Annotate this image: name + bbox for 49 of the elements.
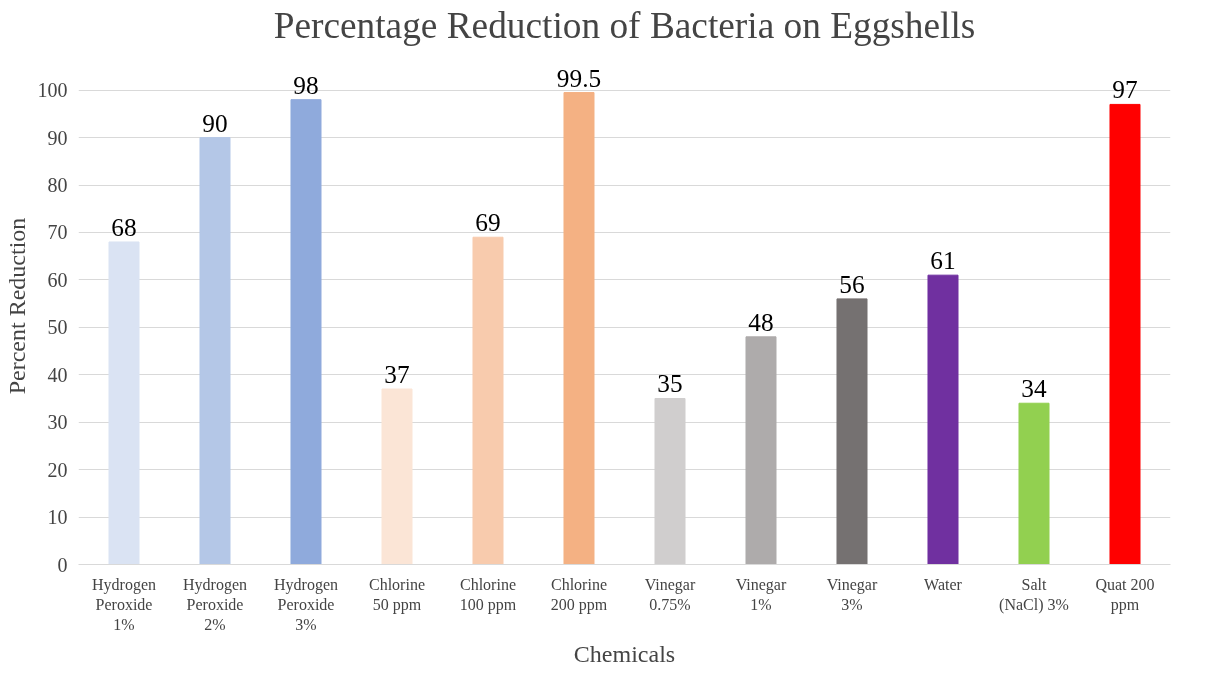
y-tick-label: 70 <box>47 221 68 244</box>
x-tick-label: Hydrogen Peroxide 2% <box>183 575 247 634</box>
y-tick-label: 0 <box>57 553 68 576</box>
x-tick-label: Chlorine 200 ppm <box>550 575 608 614</box>
bar <box>381 388 413 565</box>
x-tick-label: Quat 200 ppm <box>1095 575 1155 614</box>
data-label: 68 <box>111 212 137 241</box>
bar <box>836 298 868 565</box>
y-tick-label: 60 <box>47 268 68 291</box>
y-tick-label: 50 <box>47 316 68 339</box>
x-axis-title: Chemicals <box>573 641 676 668</box>
data-label: 56 <box>839 269 865 298</box>
data-label: 97 <box>1112 75 1138 104</box>
x-tick-label: Vinegar 1% <box>735 575 787 613</box>
y-tick-label: 90 <box>47 126 68 149</box>
data-label: 37 <box>384 360 410 388</box>
y-tick-label: 80 <box>47 174 68 197</box>
data-label: 61 <box>930 246 956 275</box>
x-tick-label: Vinegar 0.75% <box>644 575 696 613</box>
bar <box>1109 103 1141 565</box>
data-label: 90 <box>202 108 228 137</box>
bar <box>927 274 959 565</box>
x-tick-label: Hydrogen Peroxide 1% <box>92 575 156 634</box>
bar <box>108 241 140 565</box>
bar <box>290 99 322 565</box>
y-tick-label: 100 <box>37 79 68 102</box>
data-label: 69 <box>475 208 501 237</box>
y-tick-label: 40 <box>47 363 68 386</box>
bar <box>199 137 231 565</box>
y-tick-label: 10 <box>47 506 68 529</box>
x-tick-label: Chlorine 100 ppm <box>459 575 517 614</box>
x-tick-label: Water <box>924 575 963 593</box>
x-tick-label: Hydrogen Peroxide 3% <box>274 575 338 634</box>
chart-title: Percentage Reduction of Bacteria on Eggshells <box>273 4 976 46</box>
x-tick-label: Vinegar 3% <box>826 575 878 613</box>
data-label: 35 <box>657 369 683 398</box>
x-tick-label: Chlorine 50 ppm <box>369 575 425 614</box>
bar <box>745 336 777 565</box>
data-label: 34 <box>1021 374 1047 403</box>
y-tick-label: 20 <box>47 458 68 481</box>
data-label: 99.5 <box>556 63 602 92</box>
bar <box>563 92 595 565</box>
y-axis-title: Percent Reduction <box>3 217 30 395</box>
x-tick-label: Salt (NaCl) 3% <box>999 575 1069 614</box>
bar <box>1018 402 1050 565</box>
data-label: 48 <box>748 307 774 336</box>
bar <box>472 236 504 565</box>
data-label: 98 <box>293 70 319 99</box>
y-tick-label: 30 <box>47 411 68 434</box>
